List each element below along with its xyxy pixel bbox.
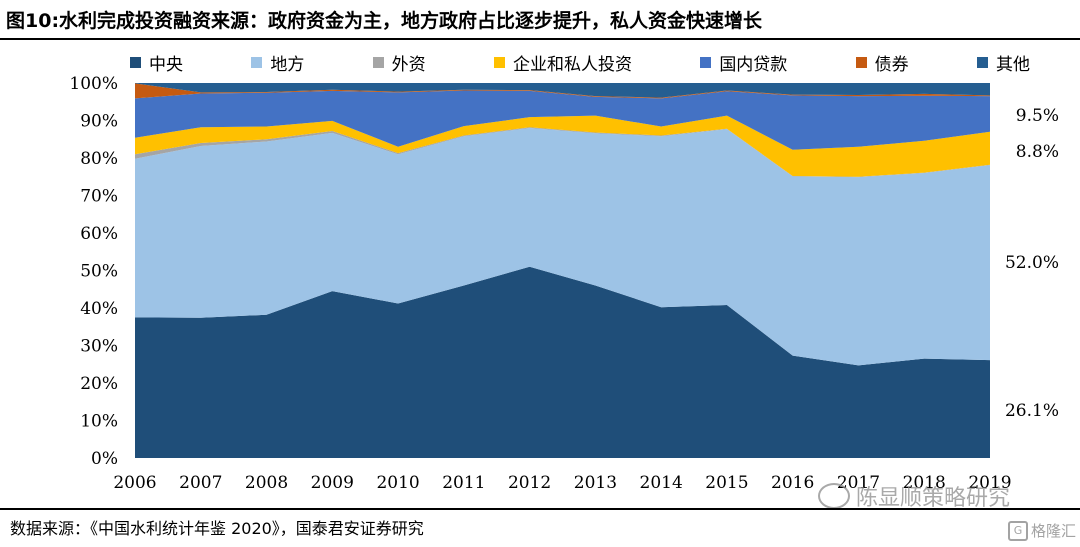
legend-swatch <box>493 56 505 68</box>
x-tick-label: 2018 <box>903 473 946 493</box>
legend-item: 外资 <box>372 50 426 75</box>
legend-item: 债券 <box>855 50 909 75</box>
end-value-label: 8.8% <box>1016 142 1059 162</box>
gelonghui-text: 格隆汇 <box>1031 522 1077 540</box>
y-tick-label: 100% <box>69 74 118 94</box>
x-tick-label: 2008 <box>245 473 288 493</box>
legend-swatch <box>855 56 867 68</box>
gelonghui-icon: G <box>1008 520 1028 541</box>
area-series-5 <box>135 90 990 150</box>
legend-label: 中央 <box>149 54 183 75</box>
area-series-7 <box>135 83 990 98</box>
legend-label: 企业和私人投资 <box>512 54 632 75</box>
area-series-2 <box>135 128 990 366</box>
y-tick-label: 30% <box>80 337 118 357</box>
end-value-label: 26.1% <box>1005 401 1059 421</box>
legend-label: 外资 <box>391 54 426 75</box>
area-series-6 <box>135 83 990 99</box>
gelonghui-logo: G 格隆汇 <box>1008 520 1076 541</box>
legend-item: 企业和私人投资 <box>493 50 632 75</box>
watermark: 陈显顺策略研究 <box>818 480 1010 512</box>
legend-item: 中央 <box>130 50 183 75</box>
legend-swatch <box>251 56 263 68</box>
x-tick-label: 2010 <box>376 473 419 493</box>
legend-item: 国内贷款 <box>700 50 787 75</box>
x-tick-label: 2017 <box>837 473 880 493</box>
y-tick-label: 0% <box>91 449 118 469</box>
legend: 中央 地方 外资 企业和私人投资 国内贷款 债券 其他 <box>130 50 1030 75</box>
legend-label: 其他 <box>995 54 1030 75</box>
wechat-icon <box>818 483 850 509</box>
legend-swatch <box>976 56 988 68</box>
end-value-label: 9.5% <box>1016 106 1059 126</box>
title-underline <box>0 0 1080 40</box>
y-tick-label: 20% <box>80 374 118 394</box>
x-tick-label: 2014 <box>640 473 683 493</box>
legend-swatch <box>700 56 712 68</box>
legend-label: 国内贷款 <box>719 54 788 75</box>
y-tick-label: 60% <box>80 224 118 244</box>
source-divider <box>0 508 1080 510</box>
x-tick-label: 2012 <box>508 473 551 493</box>
x-tick-label: 2006 <box>113 473 156 493</box>
legend-swatch <box>372 56 384 68</box>
legend-label: 债券 <box>874 54 909 75</box>
watermark-text: 陈显顺策略研究 <box>856 486 1011 511</box>
y-tick-label: 70% <box>80 187 118 207</box>
stacked-area-chart: 0% 10% 20% 30% 40% 50% 60% 70% 80% 90% 100% 2006 200… <box>69 74 1059 493</box>
y-tick-label: 50% <box>80 262 118 282</box>
x-tick-label: 2013 <box>574 473 617 493</box>
y-tick-label: 40% <box>80 299 118 319</box>
x-tick-label: 2007 <box>179 473 222 493</box>
x-tick-label: 2019 <box>968 473 1011 493</box>
end-value-label: 52.0% <box>1005 253 1059 273</box>
legend-label: 地方 <box>270 54 305 75</box>
y-tick-label: 10% <box>80 412 118 432</box>
y-tick-label: 80% <box>80 149 118 169</box>
x-tick-label: 2009 <box>311 473 354 493</box>
x-tick-label: 2015 <box>705 473 748 493</box>
legend-item: 地方 <box>251 50 304 75</box>
area-series-4 <box>135 115 990 177</box>
y-tick-label: 90% <box>80 112 118 132</box>
area-series-1 <box>135 266 990 458</box>
legend-swatch <box>130 56 141 68</box>
legend-item: 其他 <box>976 50 1030 75</box>
source-note: 数据来源：《中国水利统计年鉴 2020》，国泰君安证券研究 <box>10 519 424 538</box>
x-tick-label: 2016 <box>771 473 814 493</box>
x-tick-label: 2011 <box>442 473 485 493</box>
chart-title: 图10:水利完成投资融资来源：政府资金为主，地方政府占比逐步提升，私人资金快速增… <box>6 10 763 32</box>
